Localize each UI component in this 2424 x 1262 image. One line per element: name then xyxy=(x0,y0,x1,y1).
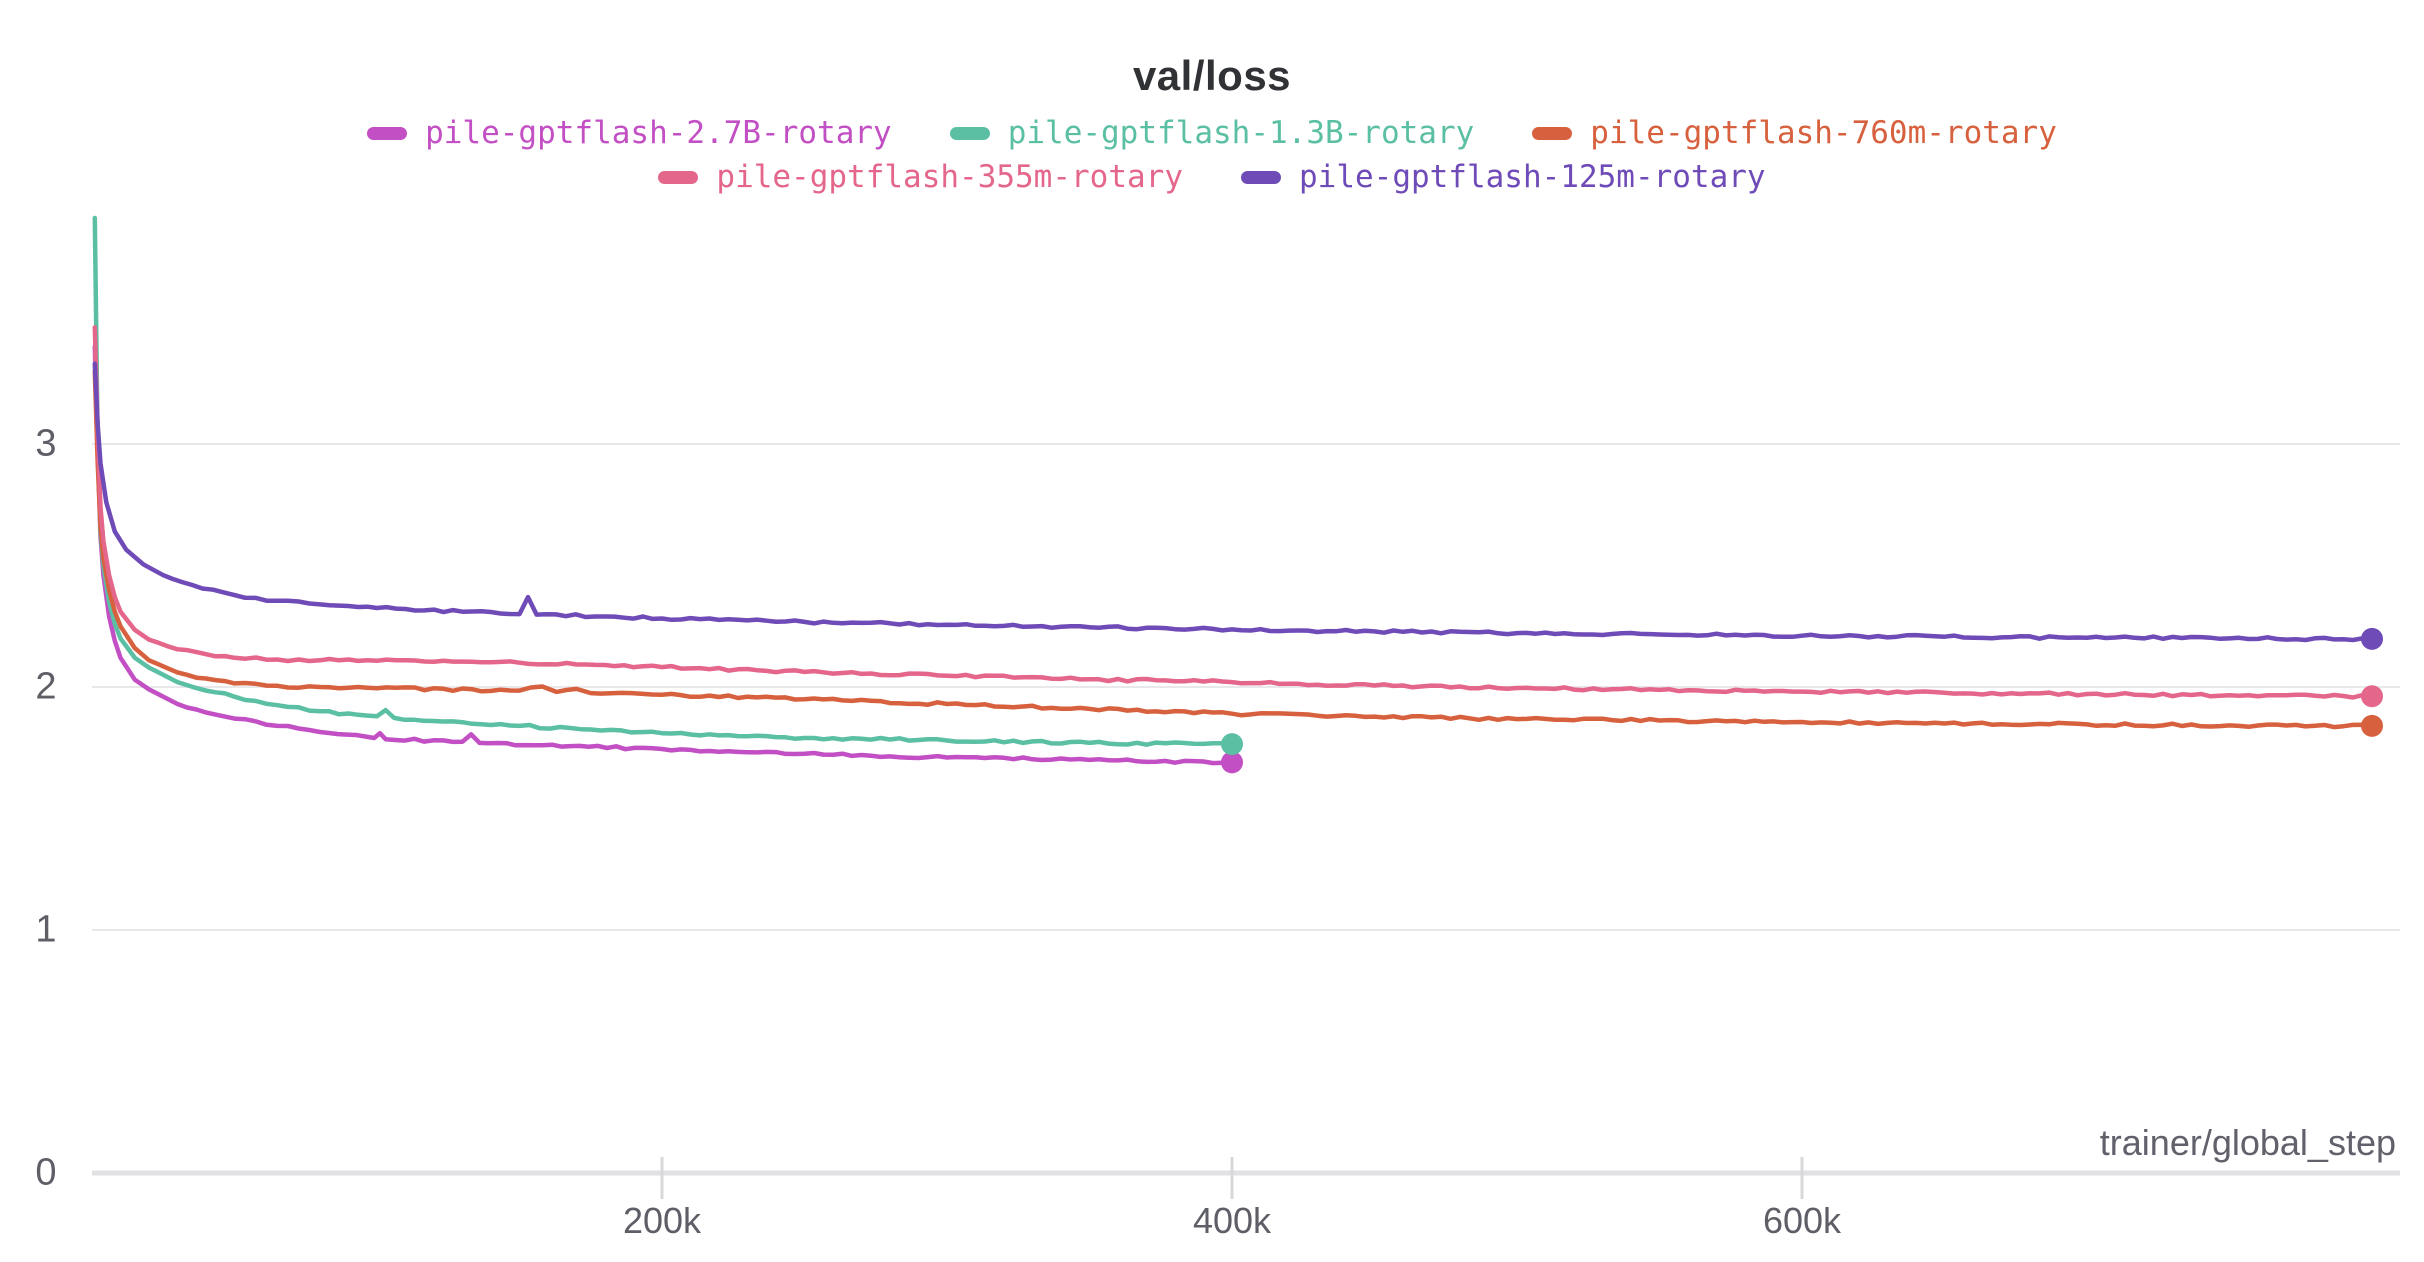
legend-item[interactable]: pile-gptflash-1.3B-rotary xyxy=(949,115,1475,151)
legend-label: pile-gptflash-2.7B-rotary xyxy=(425,115,892,151)
legend-swatch-icon xyxy=(658,170,699,184)
legend-label: pile-gptflash-760m-rotary xyxy=(1590,115,2057,151)
chart-title: val/loss xyxy=(1132,52,1292,99)
series-line[interactable] xyxy=(92,361,2375,643)
series-line[interactable] xyxy=(92,215,1235,747)
legend-label: pile-gptflash-1.3B-rotary xyxy=(1007,115,1475,151)
legend-item[interactable]: pile-gptflash-760m-rotary xyxy=(1532,116,2057,150)
series-line[interactable] xyxy=(92,325,2375,700)
legend-row: pile-gptflash-2.7B-rotary pile-gptflash-1… xyxy=(367,116,2057,150)
legend-item[interactable]: pile-gptflash-125m-rotary xyxy=(1241,160,1766,194)
series-end-dot[interactable] xyxy=(2361,685,2383,708)
y-tick-label: 1 xyxy=(35,908,57,951)
series-end-dot[interactable] xyxy=(2361,714,2383,737)
legend-swatch-icon xyxy=(1241,170,1281,184)
legend-row: pile-gptflash-355m-rotary pile-gptflash-1… xyxy=(658,160,1766,194)
y-tick-label: 3 xyxy=(35,422,57,465)
series-line[interactable] xyxy=(92,368,2375,730)
legend-label: pile-gptflash-355m-rotary xyxy=(716,159,1183,196)
x-tick-label: 200k xyxy=(622,1200,702,1241)
series-end-dot[interactable] xyxy=(1221,751,1243,774)
legend-swatch-icon xyxy=(367,126,408,140)
legend-item[interactable]: pile-gptflash-2.7B-rotary xyxy=(367,116,892,150)
x-axis-label: trainer/global_step xyxy=(2099,1122,2396,1163)
y-tick-label: 2 xyxy=(35,665,57,708)
legend-swatch-icon xyxy=(1532,126,1573,140)
legend-label: pile-gptflash-125m-rotary xyxy=(1299,159,1766,196)
series-end-dot[interactable] xyxy=(2361,627,2383,650)
x-tick-label: 400k xyxy=(1192,1200,1272,1241)
y-tick-label: 0 xyxy=(35,1151,57,1194)
series-end-dot[interactable] xyxy=(1221,733,1243,756)
legend-swatch-icon xyxy=(949,126,990,140)
series-line[interactable] xyxy=(92,344,1235,766)
x-tick-label: 600k xyxy=(1762,1200,1842,1241)
legend-item[interactable]: pile-gptflash-355m-rotary xyxy=(658,160,1183,194)
chart-legend: pile-gptflash-2.7B-rotary pile-gptflash-1… xyxy=(0,116,2424,194)
